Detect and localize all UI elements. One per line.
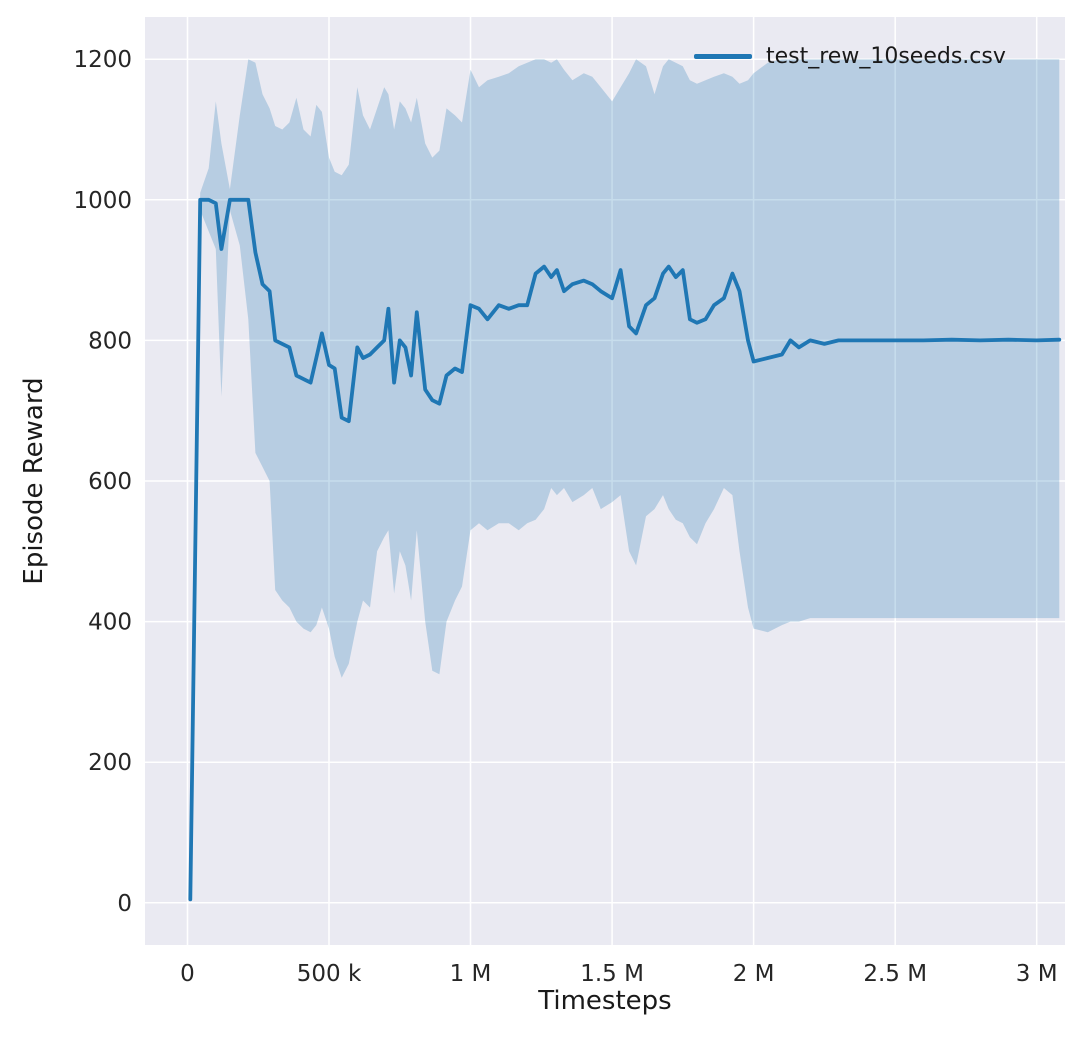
legend-line-sample: [694, 54, 752, 59]
x-axis-label: Timesteps: [538, 986, 672, 1016]
svg-text:3 M: 3 M: [1016, 961, 1058, 987]
svg-text:600: 600: [88, 469, 132, 495]
svg-text:800: 800: [88, 328, 132, 354]
y-axis-label: Episode Reward: [19, 377, 49, 585]
svg-text:1.5 M: 1.5 M: [580, 961, 644, 987]
svg-text:2 M: 2 M: [733, 961, 775, 987]
svg-text:2.5 M: 2.5 M: [863, 961, 927, 987]
svg-text:400: 400: [88, 610, 132, 636]
svg-text:1 M: 1 M: [450, 961, 492, 987]
svg-text:200: 200: [88, 750, 132, 776]
legend: test_rew_10seeds.csv: [694, 44, 1006, 69]
svg-text:0: 0: [117, 891, 132, 917]
svg-text:1200: 1200: [73, 47, 132, 73]
svg-text:500 k: 500 k: [297, 961, 362, 987]
svg-text:1000: 1000: [73, 188, 132, 214]
legend-label: test_rew_10seeds.csv: [766, 44, 1006, 69]
svg-text:0: 0: [180, 961, 195, 987]
